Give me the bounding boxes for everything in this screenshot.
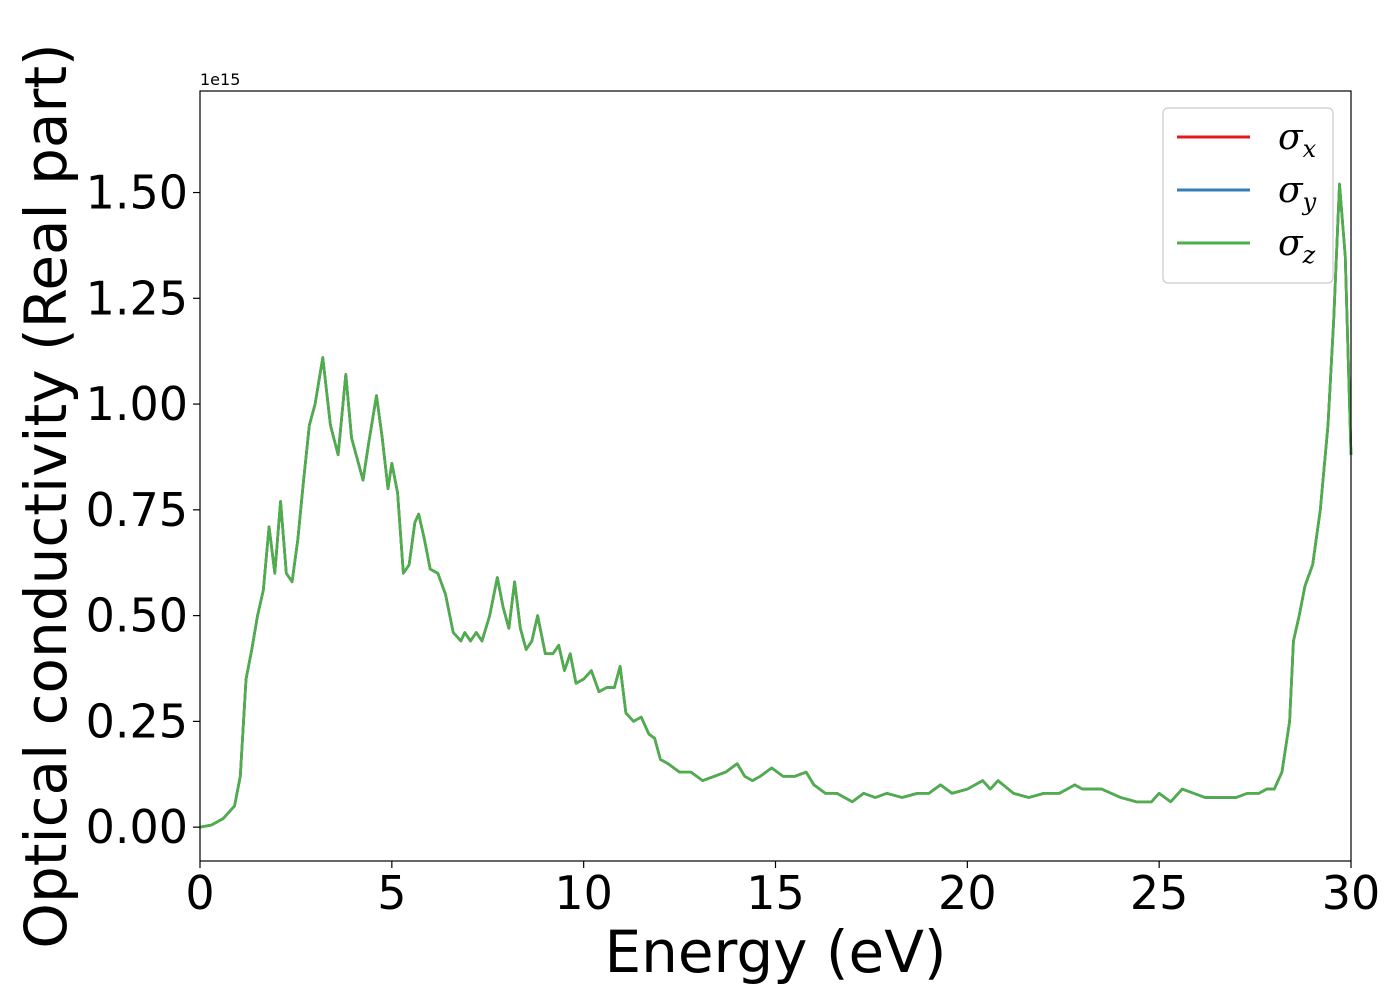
y-tick-label: 1.25 [86,271,188,325]
series-layer [199,182,1353,829]
y-tick-label: 0.50 [86,589,188,643]
x-tick-label: 5 [377,866,406,920]
legend-label: σz [1278,223,1316,269]
legend-label: σx [1278,117,1317,163]
legend-label: σy [1278,170,1317,216]
y-axis-label: Optical conductivity (Real part) [12,43,80,948]
y-tick-label: 1.00 [86,377,188,431]
y-tick-label: 1.50 [86,166,188,220]
legend-box [1162,107,1334,284]
legend: σx σy σz [1162,107,1334,284]
y-tick-label: 0.25 [86,694,188,748]
series-line-3 [199,182,1353,829]
x-tick-label: 15 [746,866,805,920]
x-axis-ticks: 0 5 10 15 20 25 30 [185,861,1380,920]
x-axis-label: Energy (eV) [604,918,946,986]
x-tick-label: 10 [554,866,613,920]
x-tick-label: 20 [938,866,997,920]
x-tick-label: 25 [1130,866,1189,920]
y-tick-label: 0.00 [86,800,188,854]
x-tick-label: 0 [185,866,214,920]
y-axis-ticks: 0.00 0.25 0.50 0.75 1.00 1.25 1.50 [86,166,200,854]
x-tick-label: 30 [1322,866,1381,920]
y-tick-label: 0.75 [86,483,188,537]
y-axis-offset-label: 1e15 [200,70,240,89]
